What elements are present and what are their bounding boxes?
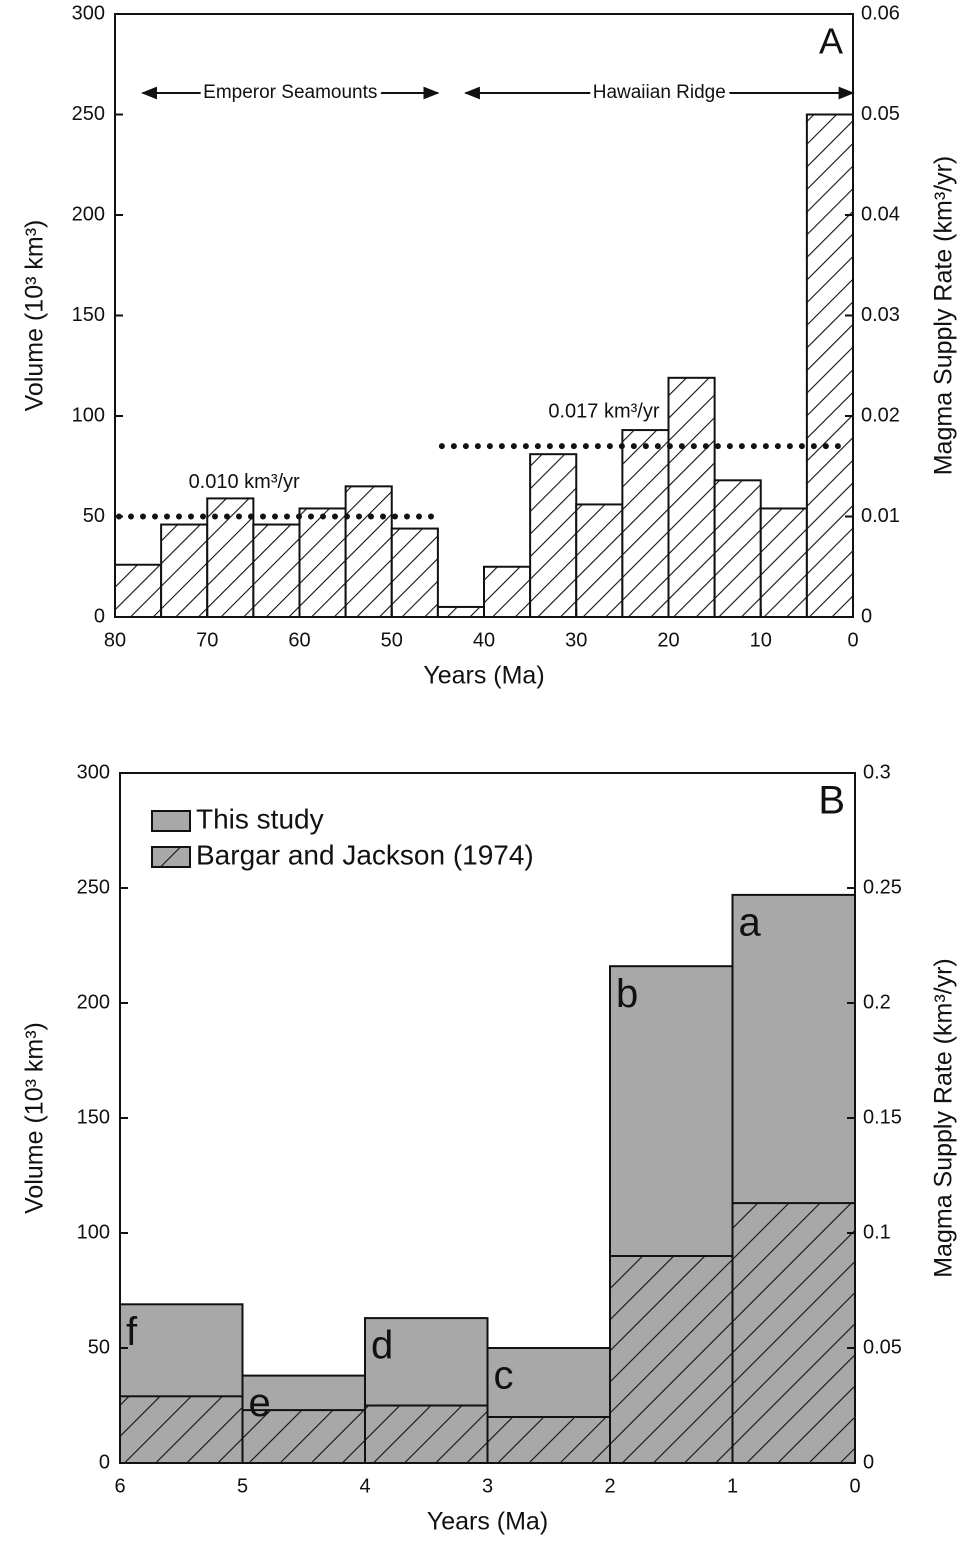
reference-line-label: 0.010 km³/yr bbox=[189, 471, 300, 493]
y-tick-label: 150 bbox=[72, 304, 105, 326]
y2-tick-label: 0.1 bbox=[863, 1221, 891, 1243]
x-tick-label: 5 bbox=[237, 1475, 248, 1497]
range-label: Emperor Seamounts bbox=[203, 82, 377, 103]
bar bbox=[252, 523, 301, 618]
bar bbox=[436, 605, 485, 619]
y-axis-label: Volume (10³ km³) bbox=[21, 1022, 49, 1214]
x-tick-label: 3 bbox=[482, 1475, 493, 1497]
bar bbox=[805, 113, 854, 618]
y-tick-label: 300 bbox=[77, 761, 110, 783]
bar bbox=[713, 479, 762, 618]
y-tick-label: 250 bbox=[72, 103, 105, 125]
x-tick-label: 30 bbox=[565, 629, 587, 651]
x-tick-label: 0 bbox=[847, 629, 858, 651]
bar bbox=[529, 453, 578, 618]
y-tick-label: 0 bbox=[94, 605, 105, 627]
x-tick-label: 10 bbox=[750, 629, 772, 651]
y-tick-label: 50 bbox=[88, 1336, 110, 1358]
legend-swatch bbox=[151, 846, 191, 868]
x-tick-label: 0 bbox=[849, 1475, 860, 1497]
y2-tick-label: 0.15 bbox=[863, 1106, 902, 1128]
bar bbox=[344, 485, 393, 618]
x-tick-label: 20 bbox=[657, 629, 679, 651]
panel-label: B bbox=[818, 779, 845, 823]
y2-tick-label: 0.3 bbox=[863, 761, 891, 783]
x-axis-label: Years (Ma) bbox=[427, 1508, 548, 1536]
y-tick-label: 100 bbox=[77, 1221, 110, 1243]
bar bbox=[390, 527, 439, 618]
y2-tick-label: 0.04 bbox=[861, 203, 900, 225]
x-tick-label: 60 bbox=[288, 629, 310, 651]
bar bbox=[364, 1404, 489, 1464]
y-tick-label: 200 bbox=[77, 991, 110, 1013]
y-tick-label: 150 bbox=[77, 1106, 110, 1128]
y-tick-label: 0 bbox=[99, 1451, 110, 1473]
y2-tick-label: 0.05 bbox=[863, 1336, 902, 1358]
legend-label: Bargar and Jackson (1974) bbox=[196, 839, 534, 870]
y2-tick-label: 0.02 bbox=[861, 404, 900, 426]
legend-label: This study bbox=[196, 803, 324, 834]
x-tick-label: 1 bbox=[727, 1475, 738, 1497]
bar bbox=[731, 1202, 856, 1464]
x-tick-label: 2 bbox=[604, 1475, 615, 1497]
x-tick-label: 40 bbox=[473, 629, 495, 651]
y2-tick-label: 0.2 bbox=[863, 991, 891, 1013]
y2-tick-label: 0.01 bbox=[861, 505, 900, 527]
bar bbox=[667, 376, 716, 618]
y-tick-label: 250 bbox=[77, 876, 110, 898]
bar bbox=[759, 507, 808, 618]
bar-label: b bbox=[616, 972, 638, 1016]
x-tick-label: 70 bbox=[196, 629, 218, 651]
y2-tick-label: 0.06 bbox=[861, 2, 900, 24]
range-label: Hawaiian Ridge bbox=[593, 82, 726, 103]
bar bbox=[160, 523, 209, 618]
y-tick-label: 300 bbox=[72, 2, 105, 24]
bar-label: d bbox=[371, 1324, 393, 1368]
y2-tick-label: 0 bbox=[863, 1451, 874, 1473]
bar-label: a bbox=[739, 900, 762, 944]
y2-tick-label: 0.25 bbox=[863, 876, 902, 898]
x-tick-label: 80 bbox=[104, 629, 126, 651]
y2-axis-label: Magma Supply Rate (km³/yr) bbox=[930, 958, 958, 1278]
y-tick-label: 50 bbox=[83, 505, 105, 527]
panel-label: A bbox=[819, 21, 843, 62]
x-tick-label: 6 bbox=[114, 1475, 125, 1497]
reference-line-label: 0.017 km³/yr bbox=[548, 400, 659, 422]
bar bbox=[575, 503, 624, 618]
y2-tick-label: 0 bbox=[861, 605, 872, 627]
x-tick-label: 4 bbox=[359, 1475, 370, 1497]
y-tick-label: 200 bbox=[72, 203, 105, 225]
y2-tick-label: 0.05 bbox=[861, 103, 900, 125]
legend-swatch bbox=[151, 810, 191, 832]
y2-axis-label: Magma Supply Rate (km³/yr) bbox=[930, 156, 958, 476]
bar-label: c bbox=[494, 1354, 514, 1398]
bar bbox=[114, 563, 163, 618]
y2-tick-label: 0.03 bbox=[861, 304, 900, 326]
bar bbox=[609, 1255, 734, 1464]
x-tick-label: 50 bbox=[381, 629, 403, 651]
bar bbox=[298, 507, 347, 618]
bar-label: e bbox=[249, 1381, 271, 1425]
bar bbox=[483, 565, 532, 618]
bar bbox=[621, 429, 670, 618]
bar bbox=[119, 1395, 244, 1465]
y-tick-label: 100 bbox=[72, 404, 105, 426]
bar bbox=[486, 1416, 611, 1464]
y-axis-label: Volume (10³ km³) bbox=[21, 220, 49, 412]
x-axis-label: Years (Ma) bbox=[423, 662, 544, 690]
bar-label: f bbox=[126, 1310, 138, 1354]
